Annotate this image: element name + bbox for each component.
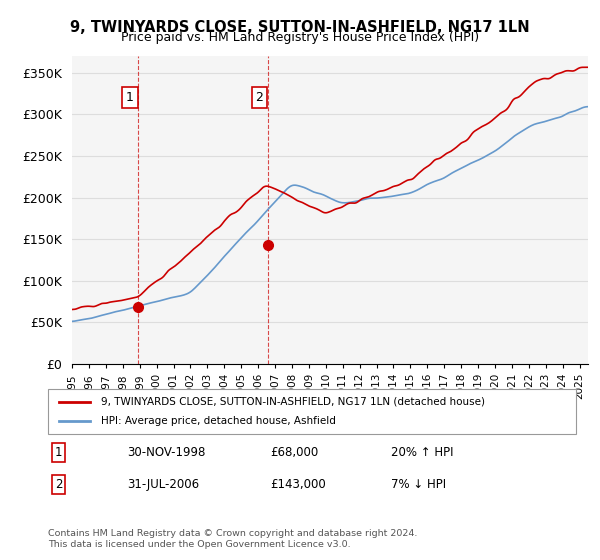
Text: 30-NOV-1998: 30-NOV-1998 <box>127 446 206 459</box>
Text: 1: 1 <box>55 446 62 459</box>
Text: HPI: Average price, detached house, Ashfield: HPI: Average price, detached house, Ashf… <box>101 417 335 427</box>
Text: £143,000: £143,000 <box>270 478 326 491</box>
Text: 20% ↑ HPI: 20% ↑ HPI <box>391 446 454 459</box>
Text: 31-JUL-2006: 31-JUL-2006 <box>127 478 199 491</box>
Text: 2: 2 <box>55 478 62 491</box>
Text: £68,000: £68,000 <box>270 446 318 459</box>
Text: Price paid vs. HM Land Registry's House Price Index (HPI): Price paid vs. HM Land Registry's House … <box>121 31 479 44</box>
Text: 2: 2 <box>256 91 263 104</box>
Text: 9, TWINYARDS CLOSE, SUTTON-IN-ASHFIELD, NG17 1LN: 9, TWINYARDS CLOSE, SUTTON-IN-ASHFIELD, … <box>70 20 530 35</box>
Text: Contains HM Land Registry data © Crown copyright and database right 2024.
This d: Contains HM Land Registry data © Crown c… <box>48 529 418 549</box>
Text: 7% ↓ HPI: 7% ↓ HPI <box>391 478 446 491</box>
FancyBboxPatch shape <box>48 389 576 434</box>
Text: 1: 1 <box>126 91 134 104</box>
Text: 9, TWINYARDS CLOSE, SUTTON-IN-ASHFIELD, NG17 1LN (detached house): 9, TWINYARDS CLOSE, SUTTON-IN-ASHFIELD, … <box>101 396 485 407</box>
